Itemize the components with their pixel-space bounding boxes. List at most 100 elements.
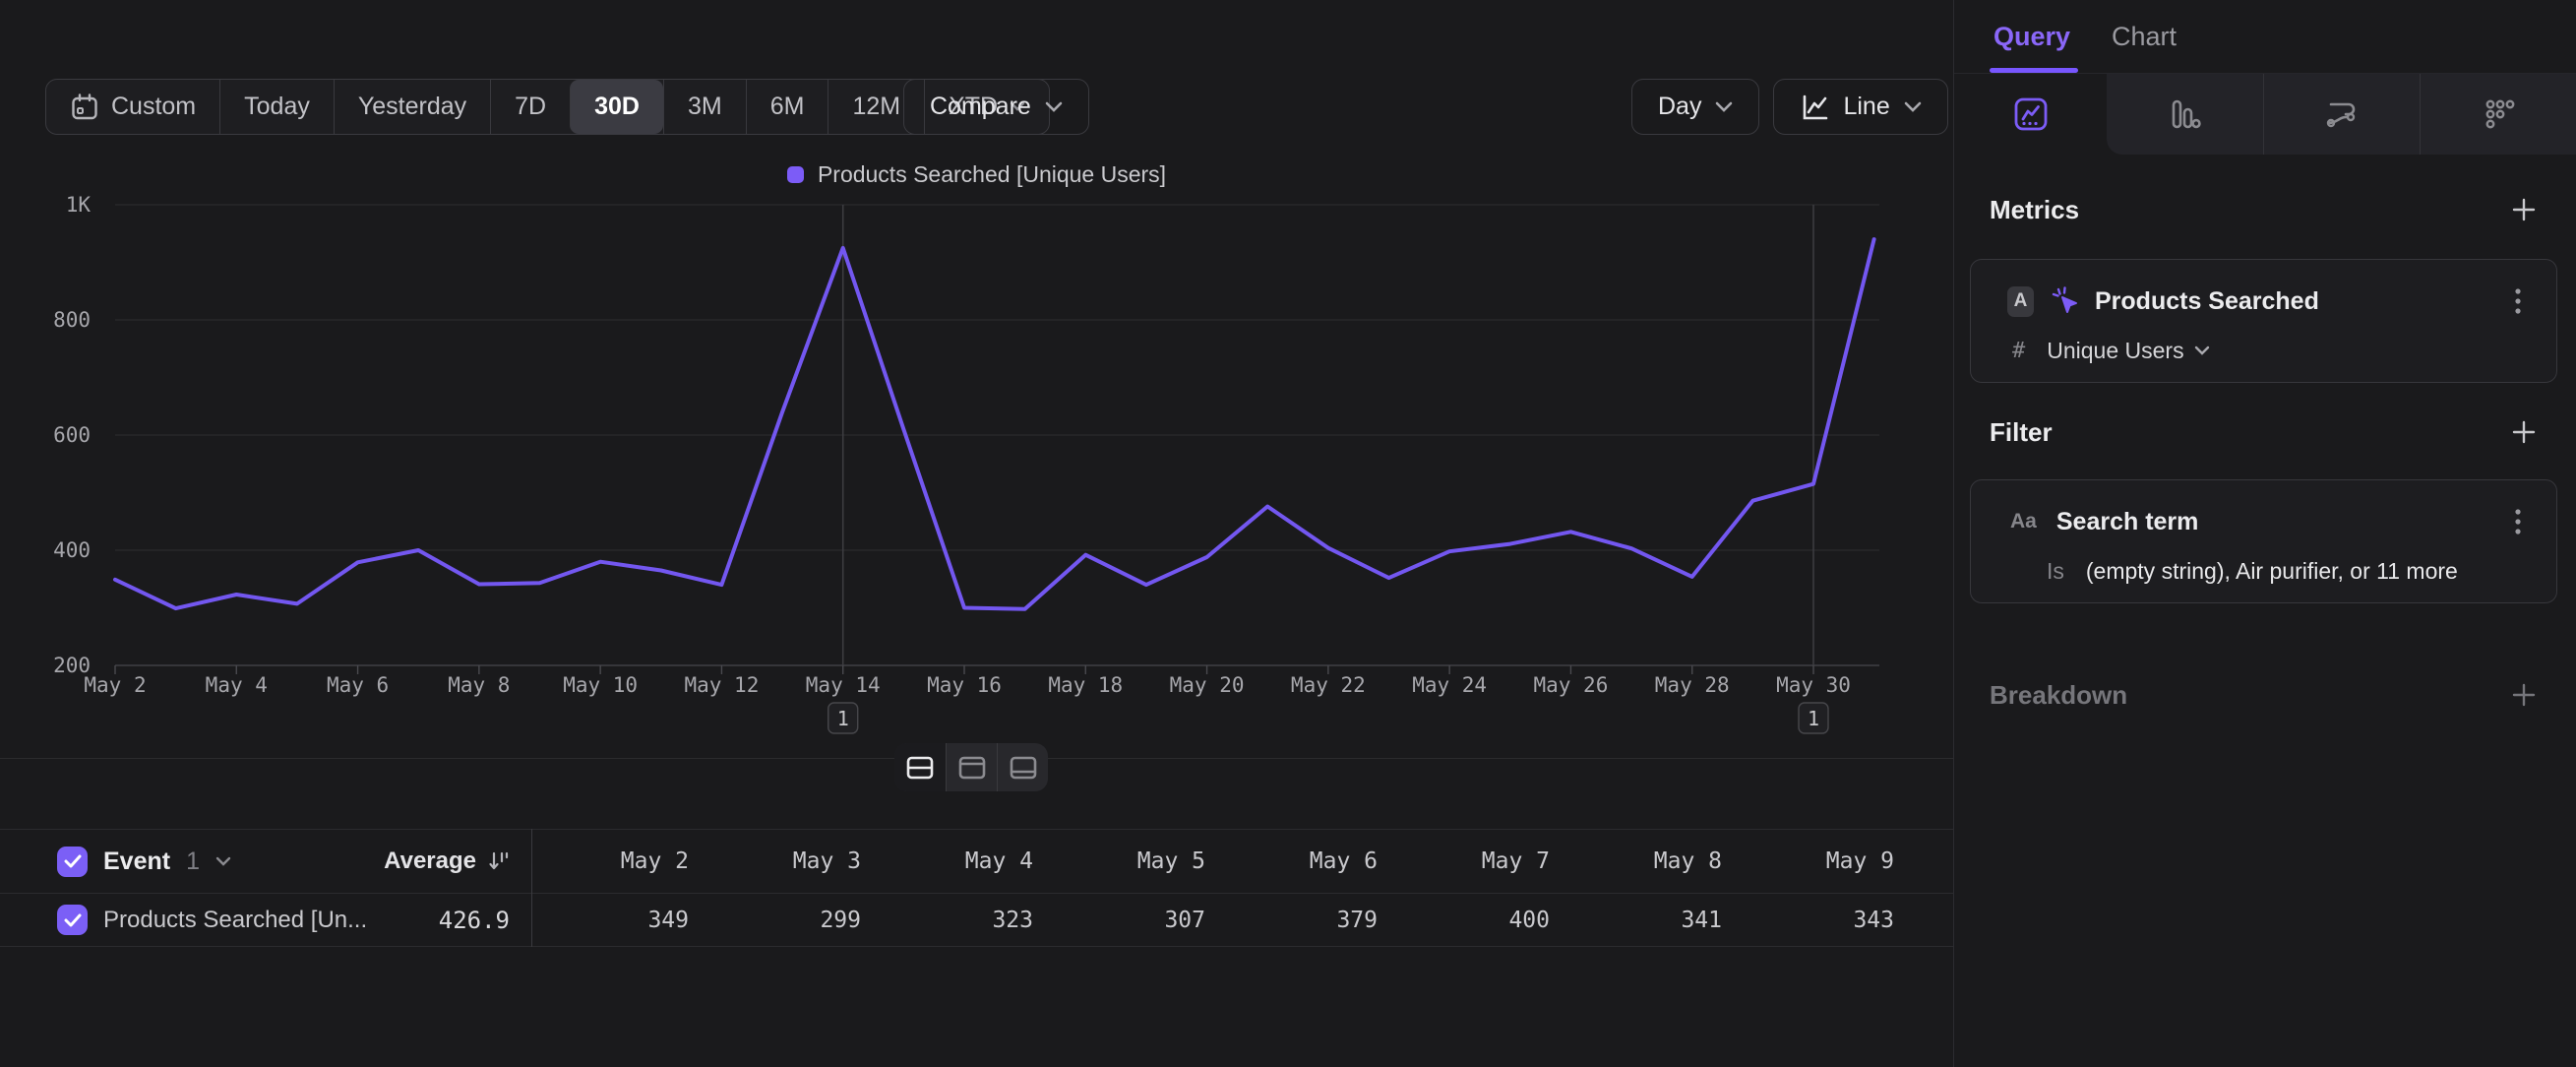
select-all-checkbox[interactable] <box>57 846 88 877</box>
metric-card[interactable]: A Products Searched # Unique Users <box>1970 259 2557 383</box>
y-axis-label: 200 <box>53 654 91 677</box>
x-axis-label: May 4 <box>206 673 268 697</box>
filter-operator[interactable]: Is <box>2047 557 2064 584</box>
range-yesterday[interactable]: Yesterday <box>333 80 490 134</box>
annotation-badge-label: 1 <box>837 707 849 730</box>
average-value: 426.9 <box>438 906 510 934</box>
tab-query[interactable]: Query <box>1993 22 2071 51</box>
annotation-badge[interactable] <box>828 702 859 734</box>
report-type-tabs <box>1954 74 2576 155</box>
x-axis-label: May 22 <box>1291 673 1366 697</box>
cell-value: 323 <box>992 907 1033 933</box>
measure-selector[interactable]: Unique Users <box>2047 338 2209 364</box>
x-axis-label: May 8 <box>448 673 510 697</box>
date-column-header: May 6 <box>1309 848 1378 874</box>
legend-label: Products Searched [Unique Users] <box>817 161 1167 187</box>
x-axis-label: May 20 <box>1170 673 1245 697</box>
metric-letter-badge: A <box>2007 285 2034 317</box>
series-name: Products Searched [Un... <box>103 906 368 933</box>
cell-value: 299 <box>820 907 861 933</box>
compare-button[interactable]: Compare <box>903 79 1089 135</box>
chevron-down-icon <box>1010 101 1025 111</box>
date-column-header: May 5 <box>1136 848 1205 874</box>
series-line[interactable] <box>113 237 1876 611</box>
x-axis-label: May 10 <box>563 673 638 697</box>
granularity-button[interactable]: Day <box>1631 79 1760 135</box>
top-panel-view-icon[interactable] <box>946 743 997 791</box>
chart-type-label: Line <box>1843 93 1890 120</box>
chart-type-button[interactable]: Line <box>1773 79 1948 135</box>
range-6m[interactable]: 6M <box>745 80 828 134</box>
range-today[interactable]: Today <box>219 80 334 134</box>
date-column-header: May 4 <box>964 848 1033 874</box>
active-tab-underline <box>1990 68 2078 73</box>
range-custom[interactable]: Custom <box>46 80 219 134</box>
kebab-menu-icon[interactable] <box>2503 282 2533 321</box>
insights-icon[interactable] <box>1954 74 2107 155</box>
row-checkbox[interactable] <box>57 905 88 935</box>
retention-icon[interactable] <box>2420 74 2576 155</box>
annotation-badge-label: 1 <box>1808 707 1819 730</box>
add-filter-button[interactable] <box>2511 419 2537 445</box>
filter-card[interactable]: Aa Search term Is (empty string), Air pu… <box>1970 479 2557 603</box>
cell-value: 343 <box>1853 907 1894 933</box>
string-property-icon: Aa <box>2010 510 2037 533</box>
cell-value: 400 <box>1508 907 1550 933</box>
bottom-panel-view-icon[interactable] <box>997 743 1048 791</box>
add-breakdown-button[interactable] <box>2511 682 2537 708</box>
funnels-icon[interactable] <box>2107 74 2263 155</box>
annotation-badge[interactable] <box>1798 702 1829 734</box>
kebab-menu-icon[interactable] <box>2503 502 2533 541</box>
chevron-down-icon <box>2194 345 2209 355</box>
range-7d[interactable]: 7D <box>490 80 570 134</box>
x-axis-label: May 30 <box>1776 673 1851 697</box>
tab-chart[interactable]: Chart <box>2112 22 2177 51</box>
split-view-icon[interactable] <box>894 743 946 791</box>
x-axis-label: May 24 <box>1412 673 1487 697</box>
y-axis-label: 600 <box>53 423 91 447</box>
date-range-control: Custom Today Yesterday 7D 30D 3M 6M 12M XTD <box>45 79 1051 135</box>
x-axis-label: May 18 <box>1048 673 1123 697</box>
x-axis-label: May 6 <box>327 673 389 697</box>
range-30d[interactable]: 30D <box>570 80 663 134</box>
metric-event-name: Products Searched <box>2095 286 2319 315</box>
sort-descending-icon <box>489 851 509 870</box>
x-axis-label: May 16 <box>927 673 1002 697</box>
add-metric-button[interactable] <box>2511 197 2537 222</box>
y-axis-label: 400 <box>53 538 91 562</box>
table-date-headers: May 2 May 3 May 4 May 5 May 6 May 7 May 8 May 9 <box>517 830 1894 893</box>
report-canvas: Custom Today Yesterday 7D 30D 3M 6M 12M XTD Comp… <box>0 0 1953 947</box>
x-axis-label: May 14 <box>806 673 881 697</box>
sidebar-tabs: Query Chart <box>1954 0 2576 74</box>
cell-value: 341 <box>1681 907 1722 933</box>
filter-property-name: Search term <box>2055 507 2199 535</box>
event-column-header: Event <box>103 847 171 875</box>
range-3m[interactable]: 3M <box>662 80 746 134</box>
filter-heading: Filter <box>1990 417 2053 447</box>
legend-item[interactable]: Products Searched [Unique Users] <box>786 161 1167 188</box>
date-column-header: May 7 <box>1481 848 1550 874</box>
query-sidebar: Query Chart Metrics <box>1953 0 2576 1067</box>
chevron-down-icon <box>1904 101 1922 112</box>
report-type-tab-strip <box>2107 74 2576 155</box>
average-column-header[interactable]: Average <box>384 830 510 893</box>
event-click-icon <box>2052 286 2077 313</box>
date-column-header: May 3 <box>792 848 861 874</box>
y-axis-label: 800 <box>53 308 91 332</box>
chevron-down-icon[interactable] <box>215 856 231 867</box>
view-toggle <box>894 743 1048 791</box>
chevron-down-icon <box>1716 101 1733 112</box>
line-chart-icon <box>1804 94 1828 119</box>
flows-icon[interactable] <box>2262 74 2421 155</box>
range-12m[interactable]: 12M <box>828 80 924 134</box>
cell-value: 307 <box>1164 907 1205 933</box>
event-count: 1 <box>186 847 200 875</box>
filter-values[interactable]: (empty string), Air purifier, or 11 more <box>2085 557 2458 584</box>
chart-legend: Products Searched [Unique Users] <box>0 161 1953 188</box>
y-axis-label: 1K <box>66 193 92 217</box>
range-xtd[interactable]: XTD <box>924 80 1049 134</box>
table-row: Products Searched [Un... 426.9 349 299 323… <box>0 894 1953 947</box>
column-separator <box>531 829 532 947</box>
